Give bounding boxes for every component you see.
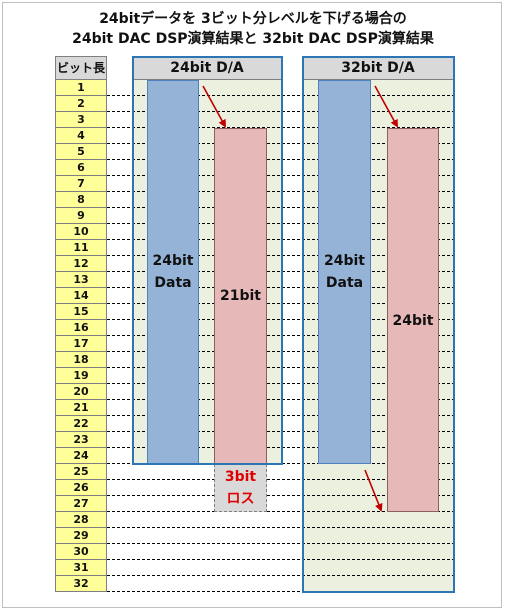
panel-32bit-outline	[302, 56, 455, 593]
panel-24-input-bar	[147, 80, 199, 464]
bit-row-label: 2	[55, 96, 107, 112]
bit-row-label: 4	[55, 128, 107, 144]
bit-row-label: 1	[55, 80, 107, 96]
panel-32-shift-arrow-bottom	[364, 469, 383, 512]
bit-row-label: 13	[55, 272, 107, 288]
bit-row-label: 23	[55, 432, 107, 448]
bit-row-label: 19	[55, 368, 107, 384]
row-divider	[107, 527, 455, 528]
bit-row-label: 17	[55, 336, 107, 352]
row-divider	[107, 543, 455, 544]
title-line-2: 24bit DAC DSP演算結果と 32bit DAC DSP演算結果	[72, 31, 434, 47]
panel-32-input-label: 24bit Data	[318, 250, 371, 294]
bit-row-label: 29	[55, 528, 107, 544]
bit-row-label: 22	[55, 416, 107, 432]
panel-24-loss-box	[214, 464, 267, 512]
panel-24bit-outline	[132, 56, 283, 465]
bit-row-label: 32	[55, 576, 107, 592]
bit-row-label: 16	[55, 320, 107, 336]
panel-32-output-label: 24bit	[392, 313, 434, 329]
panel-24-loss-label-line-2: ロス	[226, 491, 255, 507]
panel-24-input-label: 24bit Data	[147, 250, 199, 294]
bit-row-label: 9	[55, 208, 107, 224]
bit-row-label: 26	[55, 480, 107, 496]
bit-row-label: 5	[55, 144, 107, 160]
panel-24-shift-arrow	[202, 85, 226, 128]
panel-24-loss-label: 3bit ロス	[214, 466, 267, 510]
bit-row-label: 30	[55, 544, 107, 560]
bit-row-label: 14	[55, 288, 107, 304]
row-divider	[107, 495, 455, 496]
panel-32-input-bar	[318, 80, 371, 464]
row-divider	[107, 575, 455, 576]
bit-row-label: 11	[55, 240, 107, 256]
bit-row-label: 12	[55, 256, 107, 272]
bit-row-label: 3	[55, 112, 107, 128]
bit-length-header: ビット長	[55, 56, 107, 80]
bit-row-label: 7	[55, 176, 107, 192]
bit-row-label: 25	[55, 464, 107, 480]
bit-row-label: 24	[55, 448, 107, 464]
bit-row-label: 15	[55, 304, 107, 320]
outer-frame	[2, 2, 502, 608]
bit-row-label: 20	[55, 384, 107, 400]
panel-32-output-bar	[387, 128, 439, 512]
panel-24-loss-label-line-1: 3bit	[224, 469, 257, 485]
bit-row-label: 18	[55, 352, 107, 368]
row-divider	[107, 479, 455, 480]
panel-24-input-label-line-1: 24bit	[152, 253, 194, 269]
panel-32-input-label-line-2: Data	[325, 275, 364, 291]
row-divider	[107, 559, 455, 560]
bit-row-label: 21	[55, 400, 107, 416]
row-divider	[107, 591, 455, 592]
bit-row-label: 28	[55, 512, 107, 528]
panel-32-input-label-line-1: 24bit	[324, 253, 365, 269]
title-line-1: 24bitデータを 3ビット分レベルを下げる場合の	[99, 11, 407, 27]
bit-row-label: 27	[55, 496, 107, 512]
panel-24bit-header: 24bit D/A	[132, 56, 282, 80]
bit-row-label: 31	[55, 560, 107, 576]
panel-32-shift-arrow-top	[374, 85, 398, 128]
panel-24-output-label: 21bit	[220, 288, 261, 304]
bit-row-label: 6	[55, 160, 107, 176]
bit-row-label: 10	[55, 224, 107, 240]
row-divider	[107, 511, 455, 512]
panel-24-input-label-line-2: Data	[154, 275, 192, 291]
bit-row-label: 8	[55, 192, 107, 208]
